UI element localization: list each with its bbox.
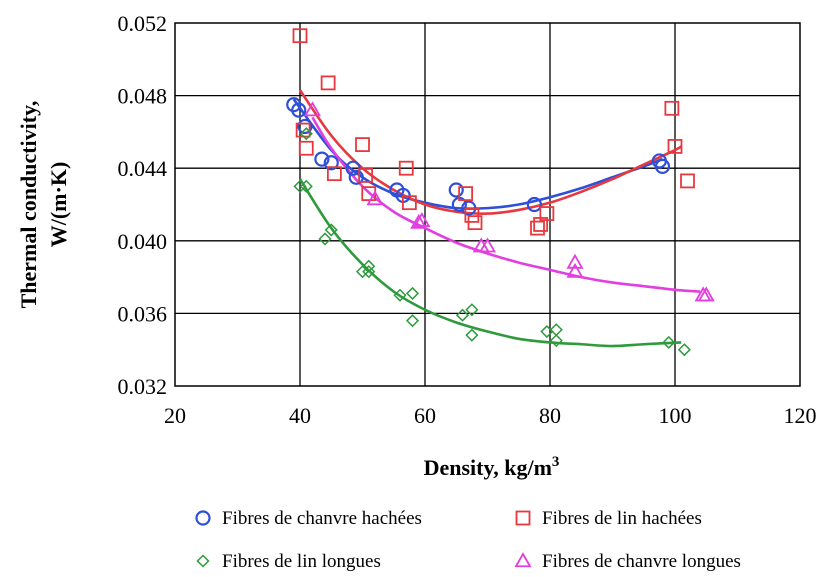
data-point-chanvre-longues <box>697 286 715 302</box>
data-point-lin-longues <box>662 335 676 350</box>
x-tick-label: 100 <box>659 403 692 428</box>
y-axis-title-line-1: Thermal conductivity, <box>16 101 41 309</box>
data-point-lin-longues <box>393 288 407 302</box>
data-point-chanvre-longues <box>410 213 428 229</box>
data-point-chanvre-hachees <box>323 155 339 171</box>
data-point-lin-longues <box>299 179 313 193</box>
data-point-lin-hachees <box>355 137 370 153</box>
x-axis-title-text: Density, kg/m <box>424 455 552 480</box>
fit-curves <box>292 89 701 348</box>
fit-curve-chanvre-longues <box>311 116 701 293</box>
y-tick-label: 0.036 <box>118 301 168 326</box>
data-point-chanvre-longues <box>566 262 584 278</box>
x-tick-label: 20 <box>164 403 186 428</box>
x-axis-title-superscript: 3 <box>552 454 560 470</box>
plot-frame <box>174 22 801 387</box>
legend: Fibres de chanvre hachées Fibres de lin h… <box>195 508 741 572</box>
x-tick-label: 40 <box>289 403 311 428</box>
data-point-lin-hachees <box>401 195 417 211</box>
y-tick-label: 0.044 <box>118 156 168 181</box>
data-point-lin-longues <box>549 323 563 337</box>
data-point-lin-hachees <box>358 168 374 183</box>
y-tick-label: 0.040 <box>118 229 168 254</box>
data-point-lin-hachees <box>398 160 414 176</box>
data-point-lin-longues <box>465 303 479 317</box>
y-axis-ticks: 0.032 0.036 0.040 0.044 0.048 0.052 <box>118 11 168 399</box>
x-tick-label: 120 <box>784 403 817 428</box>
data-point-lin-hachees <box>467 215 483 231</box>
legend-marker-lin-hachees <box>515 510 531 526</box>
data-point-lin-hachees <box>292 28 308 44</box>
legend-marker-chanvre-hachees <box>195 510 211 526</box>
data-point-chanvre-longues <box>478 237 497 253</box>
data-point-lin-hachees <box>667 139 683 154</box>
data-point-lin-hachees <box>320 75 336 91</box>
data-point-lin-longues <box>299 127 313 141</box>
x-tick-label: 60 <box>414 403 436 428</box>
data-point-lin-longues <box>362 265 376 279</box>
data-point-lin-longues <box>318 232 332 246</box>
data-point-chanvre-hachees <box>526 196 542 213</box>
data-point-lin-longues <box>677 343 691 357</box>
legend-label-chanvre-hachees: Fibres de chanvre hachées <box>222 508 422 529</box>
data-point-lin-hachees <box>664 100 680 116</box>
data-point-lin-longues <box>455 308 470 322</box>
data-point-chanvre-longues <box>303 101 322 117</box>
legend-label-chanvre-longues: Fibres de chanvre longues <box>542 551 741 572</box>
data-point-lin-hachees <box>458 186 474 202</box>
y-tick-label: 0.048 <box>118 84 168 109</box>
legend-marker-lin-longues <box>196 554 210 568</box>
data-point-lin-longues <box>465 328 479 342</box>
legend-label-lin-hachees: Fibres de lin hachées <box>542 508 702 529</box>
fit-curve-lin-hachees <box>298 89 682 215</box>
data-point-lin-longues <box>405 314 420 328</box>
legend-marker-chanvre-longues <box>514 552 532 568</box>
data-point-lin-longues <box>293 179 307 193</box>
data-point-lin-longues <box>362 259 376 273</box>
data-point-lin-longues <box>324 223 338 237</box>
data-point-lin-hachees <box>530 220 545 236</box>
y-axis-title-line-2: W/(m·K) <box>46 162 71 248</box>
data-point-lin-hachees <box>326 166 342 182</box>
data-point-lin-longues <box>549 334 563 348</box>
data-points <box>286 28 715 357</box>
fit-curve-lin-longues <box>298 178 682 348</box>
y-tick-label: 0.052 <box>118 11 168 36</box>
data-point-chanvre-hachees <box>654 158 671 174</box>
data-point-chanvre-hachees <box>448 182 464 198</box>
data-point-lin-hachees <box>539 206 555 221</box>
data-point-lin-longues <box>405 286 420 300</box>
data-point-chanvre-longues <box>566 253 584 269</box>
legend-label-lin-longues: Fibres de lin longues <box>222 551 381 572</box>
x-axis-ticks: 20 40 60 80 100 120 <box>164 403 817 428</box>
data-point-chanvre-hachees <box>297 118 313 135</box>
x-tick-label: 80 <box>539 403 561 428</box>
data-point-lin-hachees <box>298 140 314 156</box>
data-point-chanvre-longues <box>413 212 431 227</box>
data-point-lin-hachees <box>680 173 695 189</box>
data-point-chanvre-hachees <box>314 151 330 167</box>
data-point-chanvre-hachees <box>291 102 307 118</box>
data-point-chanvre-longues <box>366 190 384 206</box>
data-point-chanvre-hachees <box>348 169 364 185</box>
x-axis-title: Density, kg/m3 <box>424 454 560 480</box>
data-point-lin-longues <box>540 324 554 339</box>
y-tick-label: 0.032 <box>118 374 168 399</box>
